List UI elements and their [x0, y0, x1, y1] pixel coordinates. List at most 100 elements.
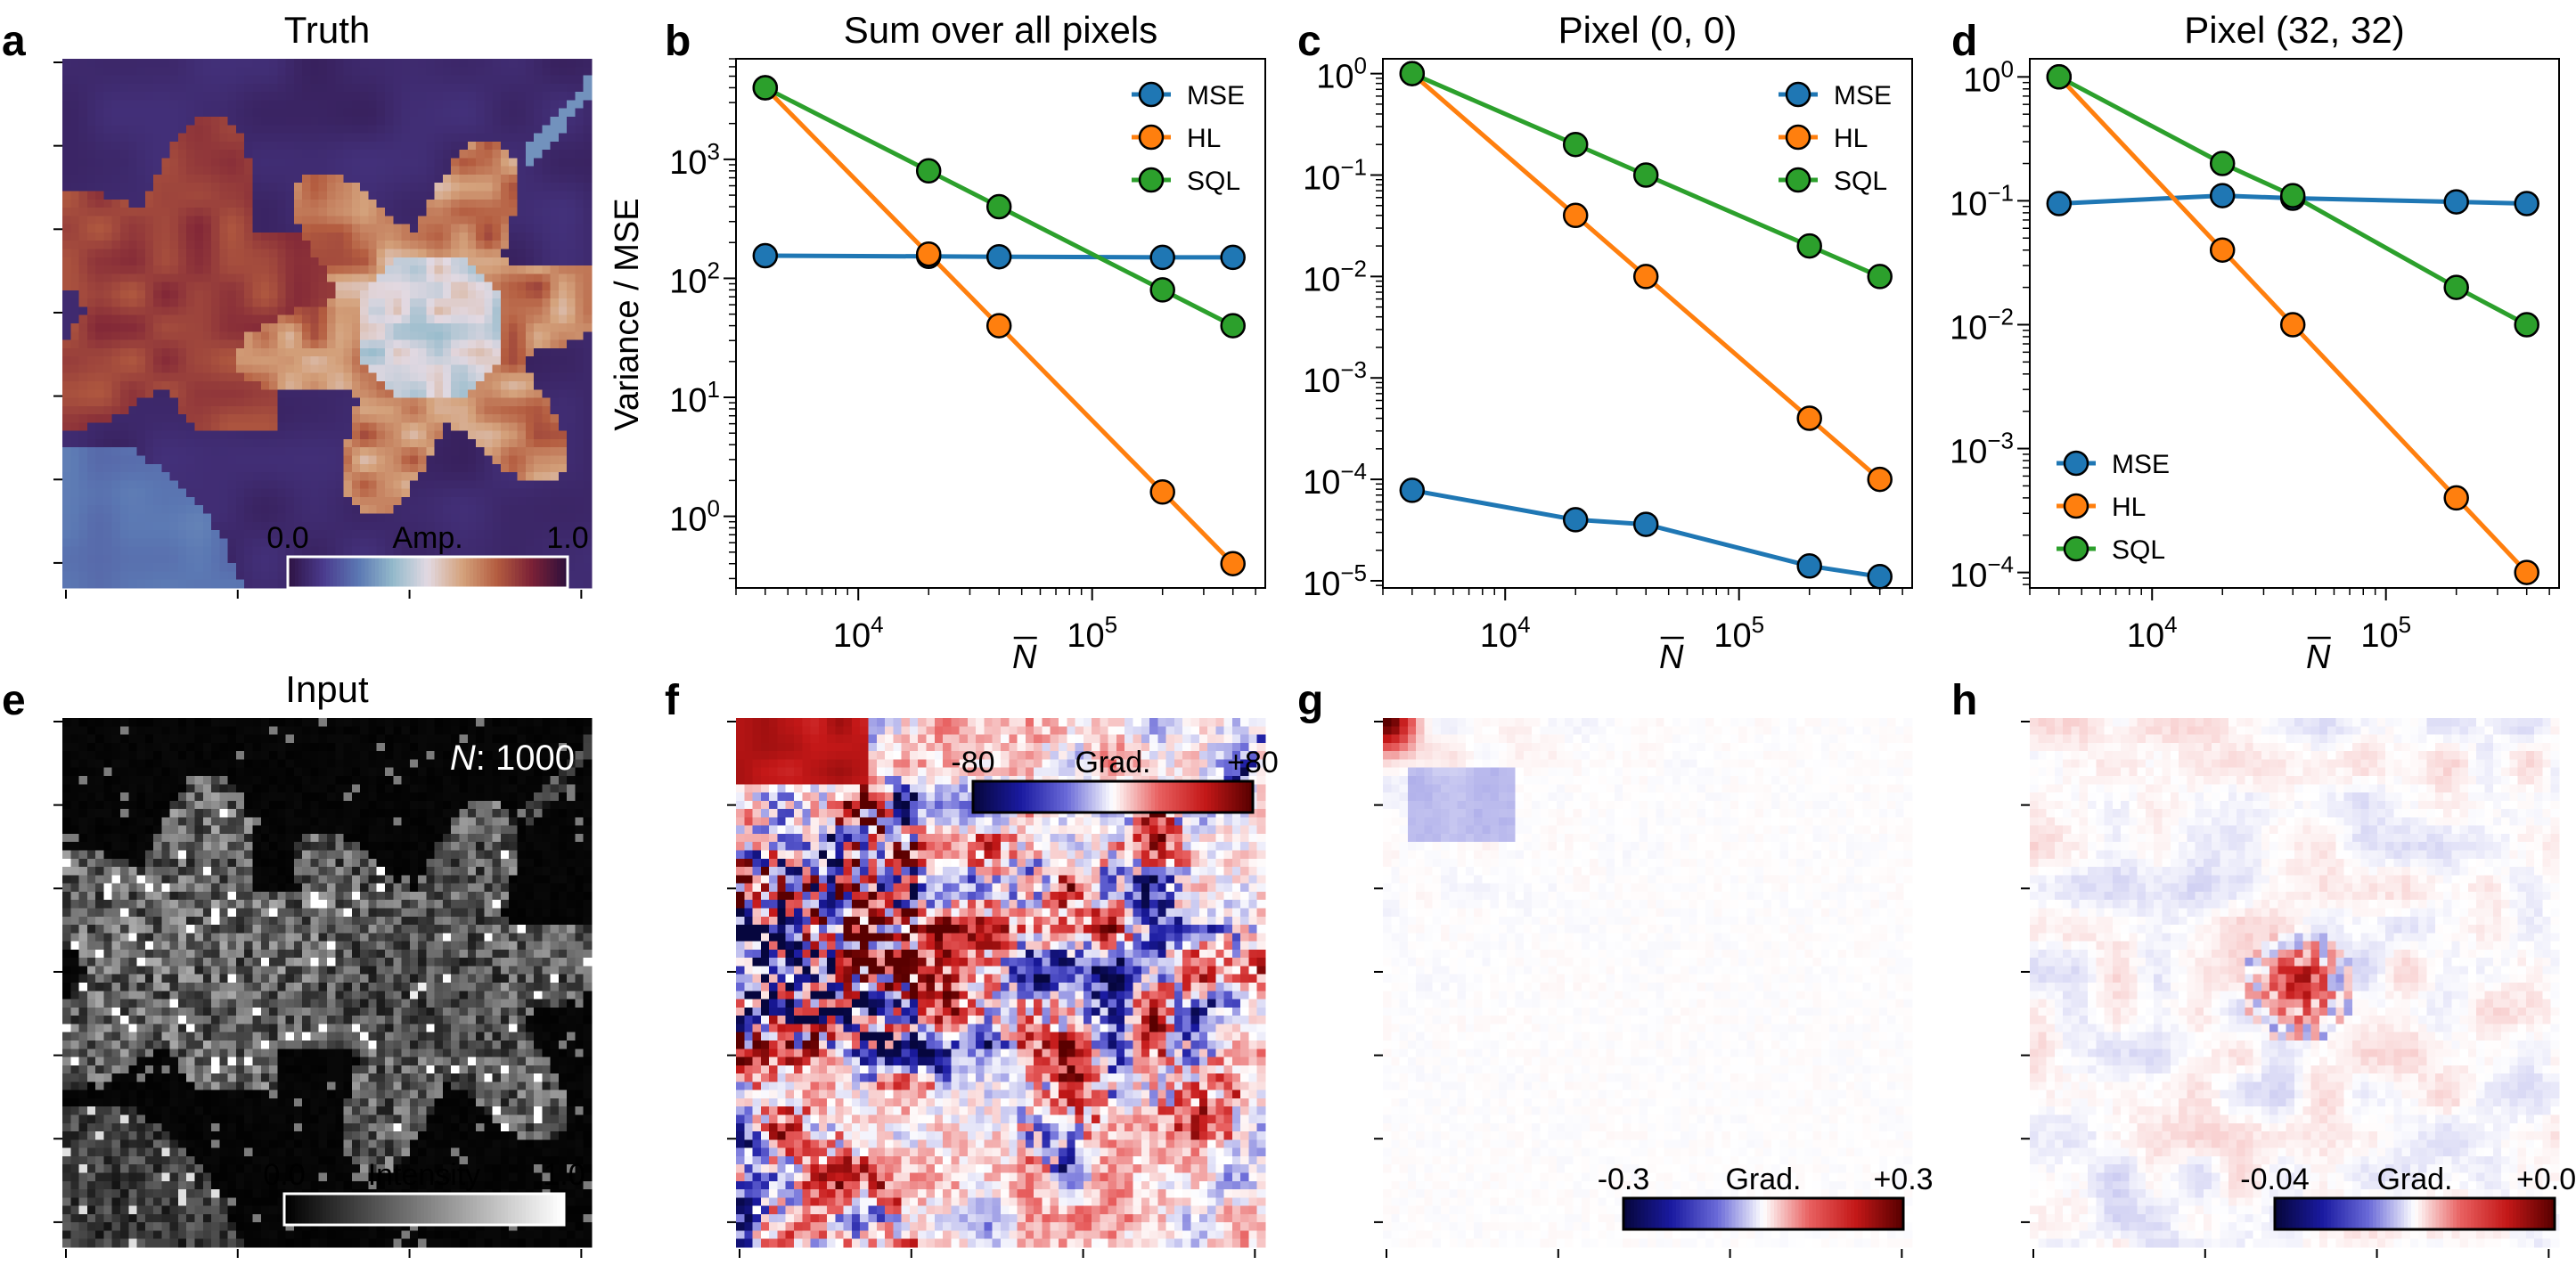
- heatmap-cell: [219, 134, 228, 143]
- heatmap-cell: [460, 92, 469, 101]
- heatmap-cell: [335, 331, 344, 340]
- heatmap-cell: [252, 489, 261, 498]
- heatmap-cell: [261, 109, 270, 118]
- heatmap-cell: [70, 142, 79, 151]
- heatmap-cell: [112, 233, 121, 241]
- heatmap-cell: [484, 784, 493, 793]
- heatmap-cell: [575, 92, 584, 101]
- heatmap-cell: [137, 801, 146, 810]
- heatmap-cell: [186, 150, 195, 159]
- heatmap-cell: [534, 200, 543, 208]
- heatmap-cell: [112, 538, 121, 547]
- heatmap-cell: [112, 175, 121, 184]
- heatmap-cell: [145, 200, 154, 208]
- heatmap-cell: [443, 414, 452, 423]
- heatmap-cell: [161, 489, 170, 498]
- heatmap-cell: [575, 489, 584, 498]
- heatmap-cell: [460, 497, 469, 506]
- heatmap-cell: [542, 134, 551, 143]
- heatmap-cell: [286, 84, 295, 93]
- heatmap-cell: [103, 298, 112, 307]
- heatmap-cell: [195, 817, 204, 826]
- colorbar-segment: [337, 557, 341, 588]
- heatmap-cell: [153, 563, 162, 572]
- heatmap-cell: [509, 356, 518, 365]
- heatmap-cell: [261, 67, 270, 76]
- heatmap-cell: [195, 117, 204, 126]
- heatmap-cell: [161, 817, 170, 826]
- colorbar-segment: [544, 557, 548, 588]
- heatmap-cell: [252, 580, 261, 589]
- heatmap-cell: [112, 381, 121, 390]
- heatmap-cell: [170, 273, 179, 282]
- heatmap-cell: [418, 134, 427, 143]
- heatmap-cell: [219, 150, 228, 159]
- heatmap-cell: [236, 538, 245, 547]
- heatmap-cell: [402, 759, 411, 768]
- heatmap-cell: [418, 249, 427, 257]
- heatmap-cell: [70, 241, 79, 249]
- heatmap-cell: [95, 776, 104, 785]
- heatmap-cell: [186, 323, 195, 332]
- heatmap-cell: [344, 381, 353, 390]
- heatmap-cell: [95, 142, 104, 151]
- heatmap-cell: [476, 233, 485, 241]
- heatmap-cell: [244, 513, 253, 522]
- heatmap-cell: [219, 414, 228, 423]
- heatmap-cell: [584, 249, 593, 257]
- heatmap-cell: [170, 480, 179, 489]
- heatmap-cell: [70, 175, 79, 184]
- heatmap-cell: [236, 522, 245, 531]
- heatmap-cell: [286, 489, 295, 498]
- heatmap-cell: [170, 472, 179, 481]
- heatmap-cell: [451, 323, 460, 332]
- heatmap-cell: [443, 150, 452, 159]
- heatmap-cell: [153, 718, 162, 727]
- heatmap-cell: [584, 257, 593, 266]
- heatmap-cell: [95, 571, 104, 580]
- heatmap-cell: [393, 109, 402, 118]
- heatmap-cell: [79, 125, 88, 134]
- heatmap-cell: [385, 801, 394, 810]
- heatmap-cell: [79, 117, 88, 126]
- heatmap-cell: [178, 571, 187, 580]
- heatmap-cell: [310, 92, 319, 101]
- heatmap-cell: [517, 76, 526, 85]
- heatmap-cell: [426, 241, 435, 249]
- heatmap-cell: [575, 224, 584, 233]
- heatmap-cell: [460, 224, 469, 233]
- heatmap-cell: [509, 273, 518, 282]
- heatmap-cell: [402, 364, 411, 373]
- heatmap-cell: [542, 456, 551, 465]
- heatmap-cell: [70, 233, 79, 241]
- heatmap-cell: [236, 784, 245, 793]
- heatmap-cell: [460, 257, 469, 266]
- heatmap-cell: [137, 84, 146, 93]
- heatmap-cell: [402, 431, 411, 440]
- heatmap-cell: [352, 167, 361, 175]
- heatmap-cell: [294, 158, 303, 167]
- heatmap-cell: [575, 306, 584, 315]
- heatmap-cell: [244, 456, 253, 465]
- heatmap-cell: [443, 356, 452, 365]
- heatmap-cell: [112, 759, 121, 768]
- heatmap-cell: [319, 356, 328, 365]
- heatmap-cell: [112, 784, 121, 793]
- heatmap-cell: [551, 183, 560, 192]
- heatmap-cell: [418, 447, 427, 456]
- heatmap-cell: [460, 801, 469, 810]
- heatmap-cell: [211, 249, 220, 257]
- heatmap-cell: [476, 282, 485, 291]
- heatmap-cell: [186, 718, 195, 727]
- heatmap-cell: [559, 125, 568, 134]
- heatmap-cell: [269, 192, 278, 200]
- heatmap-cell: [195, 100, 204, 109]
- heatmap-cell: [302, 439, 311, 448]
- heatmap-cell: [203, 381, 212, 390]
- heatmap-cell: [509, 373, 518, 382]
- heatmap-cell: [186, 422, 195, 431]
- heatmap-cell: [302, 718, 311, 727]
- heatmap-cell: [203, 125, 212, 134]
- heatmap-cell: [137, 76, 146, 85]
- heatmap-cell: [468, 249, 477, 257]
